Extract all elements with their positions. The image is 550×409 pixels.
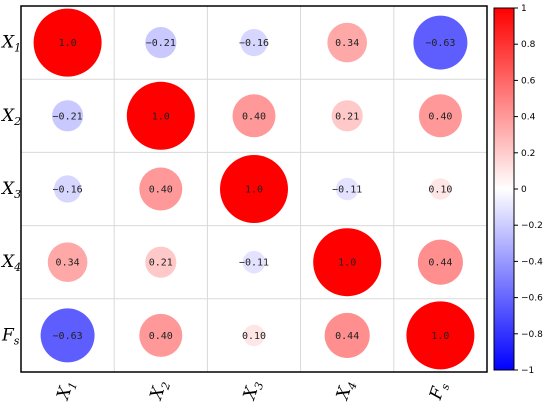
- correlation-circle: [232, 94, 276, 138]
- correlation-value-label: 1.0: [59, 38, 77, 49]
- colorbar-tick-label: 0: [521, 185, 527, 195]
- correlation-value-label: 0.34: [56, 258, 80, 269]
- correlation-value-label: 0.10: [242, 331, 266, 342]
- correlation-circle: [418, 94, 462, 138]
- correlation-circle: [52, 100, 84, 132]
- correlation-circle: [324, 312, 370, 358]
- grid-lines: [21, 6, 487, 372]
- colorbar-tick-label: −0.2: [521, 221, 543, 231]
- correlation-circle: [33, 8, 102, 77]
- correlation-value-label: 0.40: [428, 111, 452, 122]
- correlation-value-label: 0.21: [335, 111, 359, 122]
- colorbar-gradient: [493, 7, 515, 371]
- correlation-value-label: −0.63: [425, 38, 455, 49]
- correlation-circle: [335, 177, 359, 201]
- svg-text:X4: X4: [332, 378, 359, 405]
- colorbar-tick-label: 0.4: [521, 113, 536, 123]
- correlation-value-label: −0.21: [53, 111, 83, 122]
- correlation-value-label: −0.16: [53, 185, 83, 196]
- correlation-circle: [406, 301, 475, 370]
- y-axis-label: X1: [0, 33, 21, 55]
- correlation-value-label: −0.11: [239, 258, 269, 269]
- correlation-value-label: 0.40: [149, 331, 173, 342]
- correlation-value-label: 1.0: [431, 331, 449, 342]
- correlation-value-label: 0.21: [149, 258, 173, 269]
- correlation-value-label: 1.0: [338, 258, 356, 269]
- correlation-circle: [429, 178, 452, 200]
- correlation-circle: [126, 81, 195, 150]
- correlation-value-label: 0.44: [428, 258, 452, 269]
- correlation-circle: [417, 239, 463, 285]
- colorbar-tick-label: −0.6: [521, 294, 543, 304]
- correlation-circle: [139, 167, 183, 211]
- colorbar: 1 0.8 0.6 0.4 0.2 0 −0.2 −0.4 −0.6 −0.8 −1: [493, 4, 543, 376]
- x-axis-label: X3: [239, 378, 266, 405]
- x-axis-labels: X1 X2 X3 X4 Fs: [53, 378, 453, 405]
- correlation-value-label: 1.0: [152, 111, 170, 122]
- correlation-circle: [240, 28, 268, 57]
- correlation-value-label: −0.11: [332, 185, 362, 196]
- correlation-value-label: −0.21: [146, 38, 176, 49]
- correlation-circle: [145, 246, 177, 278]
- correlation-value-label: 0.40: [242, 111, 266, 122]
- x-axis-label: X1: [53, 378, 80, 405]
- correlation-value-label: −0.63: [53, 331, 83, 342]
- y-axis-label: X2: [0, 106, 21, 128]
- correlation-value-label: −0.16: [239, 38, 269, 49]
- correlation-circle: [242, 250, 266, 274]
- x-axis-label: X2: [146, 378, 173, 405]
- correlation-value-label: 0.44: [335, 331, 359, 342]
- svg-text:Fs: Fs: [426, 379, 453, 404]
- correlation-circle: [413, 15, 468, 70]
- x-axis-label: X4: [332, 378, 359, 405]
- correlation-cells: 1.0 −0.21 −0.16 0.34 −0.63 −0.21 1.0 0.40 0.21 0.…: [33, 8, 475, 370]
- plot-frame: [20, 5, 488, 373]
- correlation-circle: [243, 324, 265, 347]
- y-axis-label: X4: [0, 252, 21, 274]
- colorbar-ticks: 1 0.8 0.6 0.4 0.2 0 −0.2 −0.4 −0.6 −0.8 −1: [514, 4, 543, 376]
- correlation-value-label: 0.40: [149, 185, 173, 196]
- correlation-value-label: 1.0: [245, 185, 263, 196]
- correlation-circle: [313, 228, 382, 297]
- colorbar-tick-label: 1: [521, 4, 527, 14]
- x-axis-label: Fs: [426, 379, 453, 404]
- colorbar-tick-label: −1: [521, 366, 534, 376]
- svg-text:X2: X2: [146, 378, 173, 405]
- correlation-circle: [331, 100, 363, 132]
- y-axis-labels: X1 X2 X3 X4 Fs: [0, 33, 21, 348]
- colorbar-tick-label: −0.4: [521, 257, 543, 267]
- correlation-circle: [54, 175, 82, 203]
- colorbar-tick-label: −0.8: [521, 330, 543, 340]
- svg-text:X1: X1: [53, 378, 80, 405]
- correlation-circle: [220, 155, 288, 223]
- y-axis-label: Fs: [1, 325, 20, 347]
- colorbar-tick-label: 0.8: [521, 40, 536, 50]
- svg-text:X3: X3: [239, 378, 266, 405]
- colorbar-tick-label: 0.6: [521, 76, 536, 86]
- y-axis-label: X3: [0, 179, 21, 201]
- correlation-circle: [327, 22, 368, 63]
- correlation-circle: [139, 313, 183, 357]
- correlation-circle: [47, 242, 88, 283]
- correlation-circle: [40, 308, 95, 363]
- correlation-value-label: 0.34: [335, 38, 359, 49]
- correlation-value-label: 0.10: [428, 185, 452, 196]
- correlation-circle: [145, 27, 177, 59]
- colorbar-tick-label: 0.2: [521, 149, 535, 159]
